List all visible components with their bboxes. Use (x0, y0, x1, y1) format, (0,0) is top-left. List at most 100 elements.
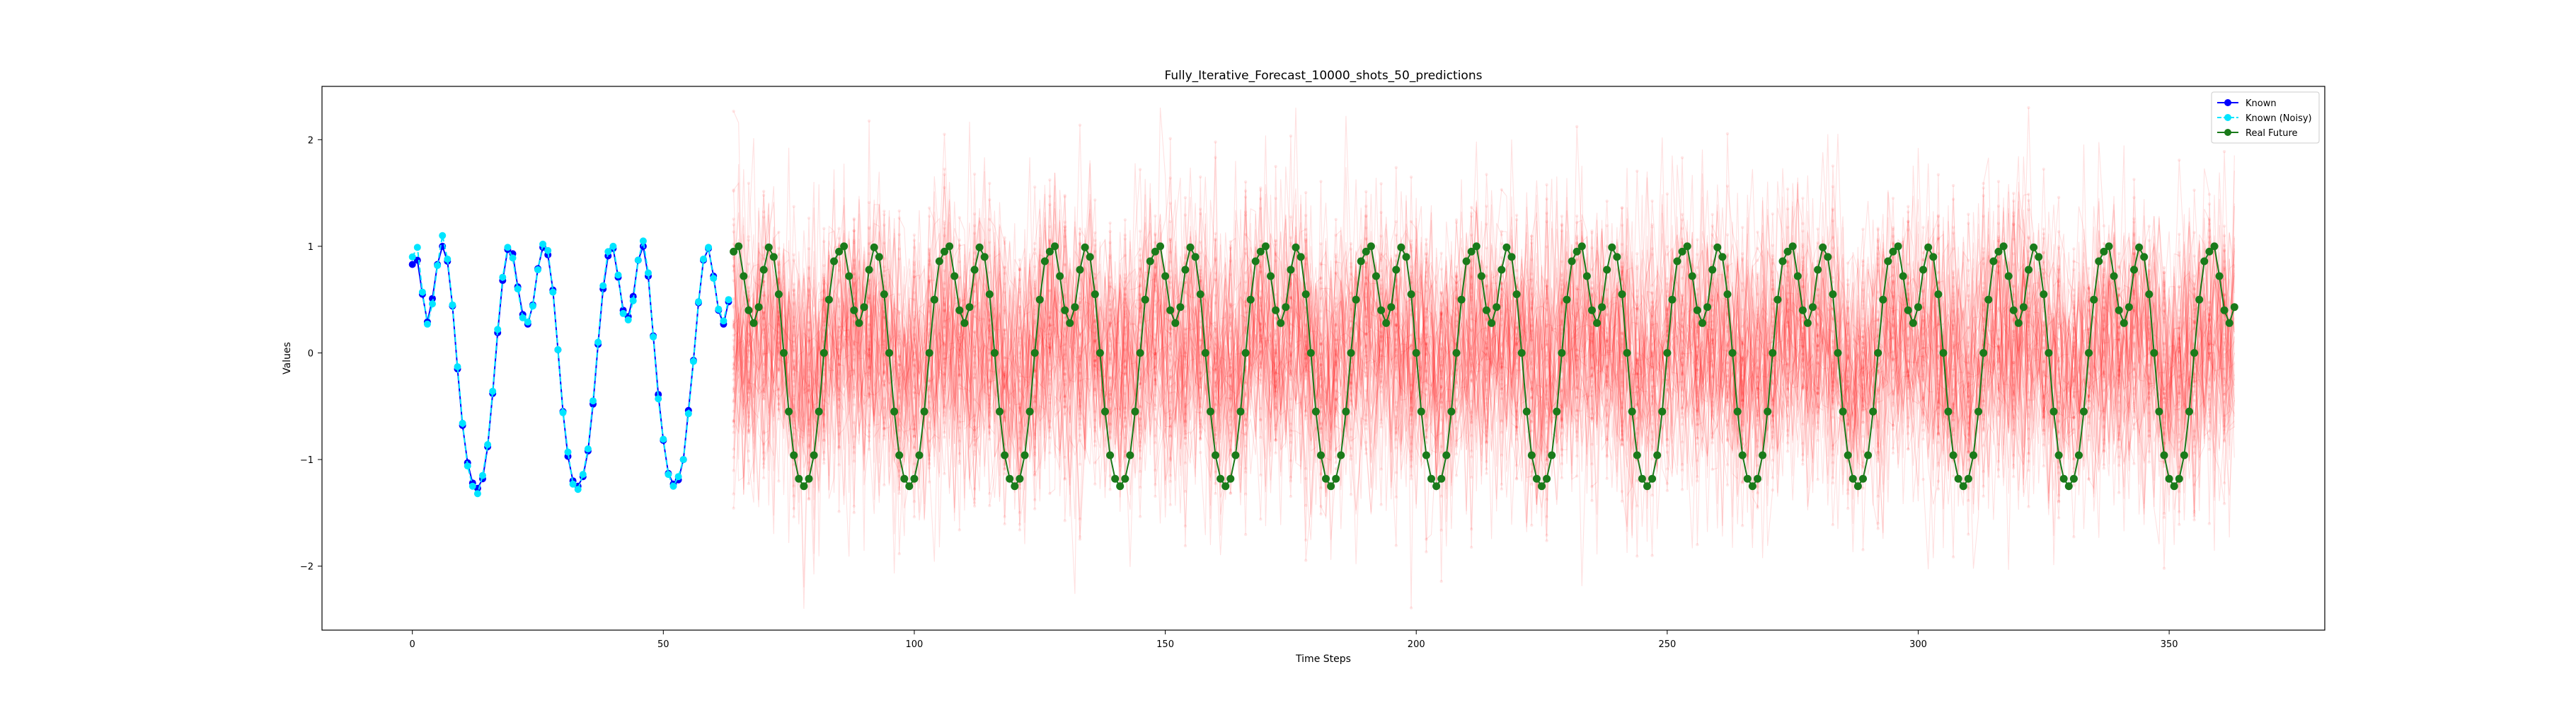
prediction-point (2117, 293, 2121, 297)
prediction-point (1514, 432, 1519, 436)
prediction-point (2042, 360, 2045, 363)
prediction-point (852, 504, 856, 508)
prediction-point (2162, 280, 2166, 283)
prediction-point (1364, 292, 1368, 295)
prediction-point (1575, 439, 1579, 442)
prediction-point (1470, 362, 1473, 365)
prediction-point (1214, 329, 1217, 333)
prediction-point (1289, 134, 1293, 138)
prediction-point (912, 270, 916, 273)
prediction-point (882, 316, 886, 319)
prediction-point (1334, 362, 1338, 365)
prediction-point (1093, 231, 1097, 234)
prediction-point (1154, 494, 1157, 498)
prediction-point (1454, 271, 1459, 275)
prediction-point (2207, 342, 2212, 346)
prediction-point (1921, 396, 1925, 400)
prediction-point (1876, 451, 1880, 455)
prediction-point (1063, 228, 1066, 232)
prediction-point (1967, 468, 1970, 472)
prediction-point (1861, 421, 1865, 424)
prediction-point (1665, 306, 1669, 309)
prediction-point (1650, 342, 1654, 346)
prediction-point (1123, 309, 1127, 313)
prediction-point (1967, 212, 1970, 216)
prediction-point (1846, 389, 1850, 393)
prediction-point (2178, 316, 2181, 319)
prediction-point (1123, 332, 1127, 336)
prediction-point (2087, 399, 2091, 403)
prediction-point (1907, 205, 1910, 208)
prediction-point (2057, 493, 2061, 497)
prediction-point (1214, 481, 1217, 486)
prediction-point (1334, 255, 1338, 258)
prediction-point (1123, 416, 1127, 420)
prediction-point (2207, 522, 2212, 525)
prediction-point (1168, 359, 1172, 362)
prediction-point (972, 212, 977, 216)
prediction-point (837, 350, 841, 354)
prediction-point (2072, 348, 2076, 351)
prediction-point (1409, 435, 1413, 439)
prediction-point (1756, 246, 1759, 250)
prediction-point (762, 258, 766, 261)
prediction-point (1168, 176, 1172, 180)
prediction-point (1485, 388, 1488, 392)
prediction-point (1921, 438, 1925, 441)
prediction-point (1154, 278, 1157, 282)
prediction-point (912, 233, 916, 237)
prediction-point (2027, 235, 2030, 239)
prediction-point (958, 243, 962, 247)
prediction-point (1425, 423, 1428, 427)
prediction-point (867, 404, 871, 408)
prediction-point (1379, 234, 1383, 238)
prediction-point (882, 270, 886, 273)
prediction-point (1289, 494, 1293, 498)
prediction-point (1274, 389, 1277, 392)
prediction-point (1259, 186, 1263, 190)
prediction-point (1590, 442, 1594, 446)
prediction-point (1650, 304, 1654, 308)
prediction-point (1259, 297, 1263, 302)
prediction-point (1786, 362, 1790, 366)
prediction-point (1033, 304, 1037, 308)
prediction-point (1093, 273, 1097, 276)
prediction-point (777, 312, 781, 315)
prediction-point (867, 296, 871, 300)
prediction-point (1696, 418, 1699, 421)
prediction-point (1846, 299, 1850, 304)
prediction-point (1741, 359, 1744, 362)
prediction-point (1003, 387, 1006, 391)
prediction-point (1183, 246, 1188, 249)
prediction-point (1379, 503, 1383, 506)
prediction-point (1093, 394, 1097, 397)
prediction-point (1801, 386, 1805, 389)
prediction-point (1409, 219, 1413, 224)
prediction-point (1936, 398, 1940, 401)
prediction-point (1394, 324, 1398, 327)
prediction-point (1907, 348, 1910, 352)
prediction-point (882, 438, 886, 441)
prediction-point (2057, 438, 2061, 441)
prediction-point (762, 190, 766, 193)
prediction-point (1530, 396, 1534, 399)
prediction-point (1650, 554, 1654, 557)
prediction-point (943, 325, 946, 329)
prediction-point (1078, 372, 1082, 375)
prediction-point (1349, 412, 1353, 416)
prediction-point (1996, 386, 2001, 389)
prediction-point (1665, 282, 1669, 285)
prediction-point (1876, 450, 1880, 454)
prediction-point (2042, 227, 2045, 231)
prediction-point (2207, 447, 2212, 451)
prediction-point (1274, 164, 1277, 169)
prediction-point (1650, 253, 1654, 256)
prediction-point (2102, 467, 2106, 470)
prediction-point (2147, 239, 2151, 242)
prediction-point (1907, 273, 1910, 277)
prediction-point (1243, 210, 1248, 214)
prediction-point (1154, 469, 1157, 472)
prediction-point (1500, 297, 1503, 301)
prediction-point (1108, 400, 1112, 404)
prediction-point (1093, 350, 1097, 353)
